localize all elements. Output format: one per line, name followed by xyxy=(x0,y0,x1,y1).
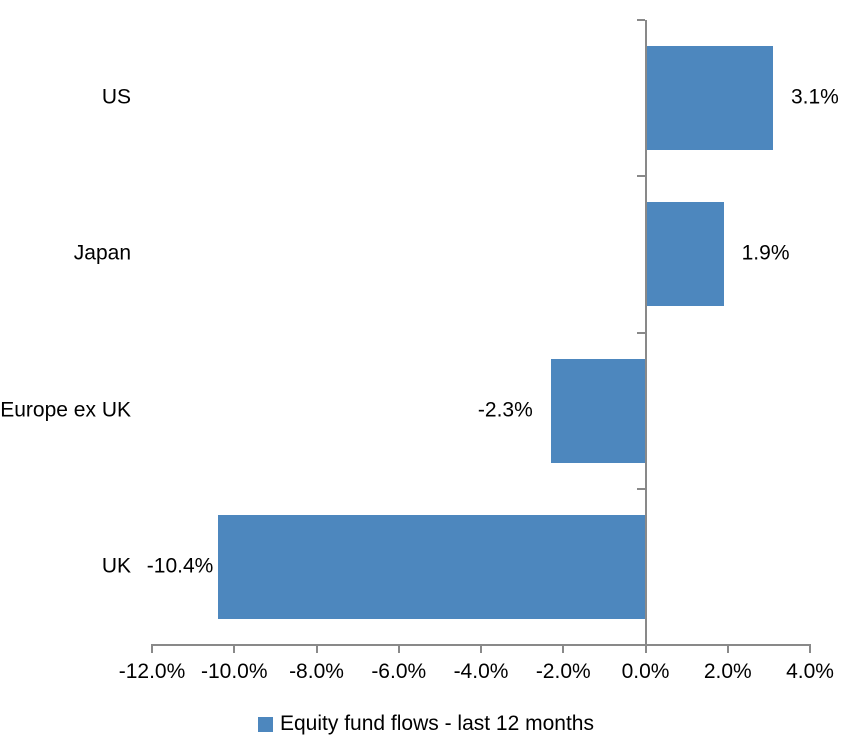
x-axis-tick xyxy=(151,645,153,653)
y-axis-line xyxy=(644,20,647,645)
x-axis-tick xyxy=(644,645,647,653)
x-axis-tick xyxy=(480,645,482,653)
y-axis-tick xyxy=(636,331,645,334)
x-tick-label: 2.0% xyxy=(703,660,752,683)
y-axis-tick xyxy=(636,487,645,490)
x-axis-tick xyxy=(726,645,729,653)
x-axis-tick xyxy=(809,645,811,653)
x-tick-label: -6.0% xyxy=(371,660,427,683)
x-axis-tick xyxy=(562,645,565,653)
x-tick-label: 0.0% xyxy=(621,660,670,683)
bar xyxy=(645,46,773,151)
data-label: -2.3% xyxy=(477,398,533,422)
bar xyxy=(645,202,724,307)
bar xyxy=(217,514,646,619)
y-axis-tick xyxy=(636,19,645,21)
legend: Equity fund flows - last 12 months xyxy=(0,709,852,739)
legend-label: Equity fund flows - last 12 months xyxy=(280,712,594,735)
x-tick-label: -4.0% xyxy=(453,660,509,683)
y-axis-tick xyxy=(636,175,645,178)
bar xyxy=(550,358,646,463)
category-label: US xyxy=(101,85,131,109)
category-label: Japan xyxy=(73,241,131,265)
x-axis-tick xyxy=(315,645,318,653)
x-tick-label: -12.0% xyxy=(118,660,186,683)
data-label: 3.1% xyxy=(790,85,839,109)
category-label: Europe ex UK xyxy=(0,398,131,422)
x-tick-label: -10.0% xyxy=(200,660,268,683)
x-tick-label: -8.0% xyxy=(289,660,344,683)
x-axis-tick xyxy=(397,645,400,653)
legend-swatch-icon xyxy=(258,716,273,732)
x-axis-tick xyxy=(233,645,236,653)
x-tick-label: -2.0% xyxy=(535,660,591,683)
data-label: 1.9% xyxy=(741,241,790,265)
data-label: -10.4% xyxy=(146,554,214,578)
category-label: UK xyxy=(101,554,131,578)
x-tick-label: 4.0% xyxy=(786,660,834,683)
